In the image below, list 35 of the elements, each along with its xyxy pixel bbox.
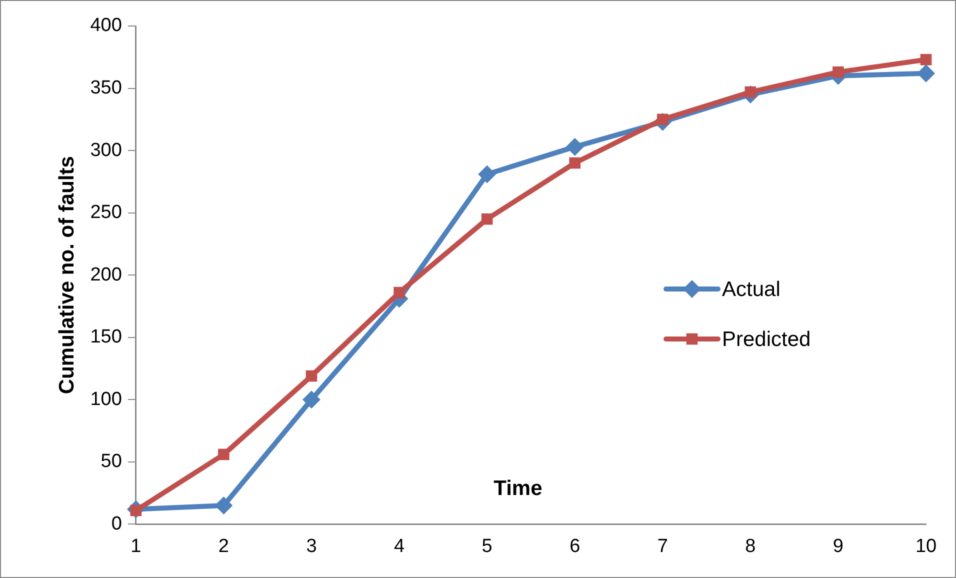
point bbox=[302, 390, 320, 409]
point bbox=[214, 496, 233, 515]
x-tick-label: 8 bbox=[745, 536, 756, 557]
y-tick-label: 300 bbox=[90, 140, 122, 161]
legend-label: Actual bbox=[722, 278, 780, 301]
y-tick-label: 350 bbox=[90, 78, 122, 99]
y-tick-label: 250 bbox=[90, 202, 122, 224]
x-tick-label: 4 bbox=[394, 536, 405, 557]
point bbox=[394, 286, 405, 298]
point bbox=[481, 213, 493, 225]
legend-label: Predicted bbox=[722, 328, 811, 351]
point bbox=[306, 370, 318, 382]
y-tick-label: 100 bbox=[90, 388, 122, 410]
x-axis-title: Time bbox=[494, 476, 542, 500]
point bbox=[566, 138, 584, 156]
y-tick-label: 400 bbox=[90, 15, 122, 36]
x-tick-label: 10 bbox=[915, 536, 937, 557]
y-axis-title: Cumulative no. of faults bbox=[55, 156, 78, 394]
y-tick-label: 150 bbox=[90, 326, 122, 348]
x-tick-label: 2 bbox=[218, 536, 229, 557]
x-tick-label: 9 bbox=[832, 536, 844, 557]
x-tick-label: 6 bbox=[570, 536, 580, 557]
y-tick-label: 50 bbox=[100, 451, 122, 472]
point bbox=[920, 54, 932, 66]
y-tick-label: 200 bbox=[90, 264, 122, 286]
x-tick-label: 1 bbox=[130, 536, 142, 557]
point bbox=[917, 64, 935, 82]
x-tick-label: 5 bbox=[482, 536, 492, 557]
point bbox=[218, 448, 230, 460]
point bbox=[569, 157, 580, 169]
point bbox=[832, 66, 844, 78]
y-tick-label: 0 bbox=[111, 513, 122, 534]
x-tick-label: 7 bbox=[657, 536, 668, 557]
x-tick-label: 3 bbox=[306, 536, 317, 557]
point bbox=[478, 165, 496, 184]
